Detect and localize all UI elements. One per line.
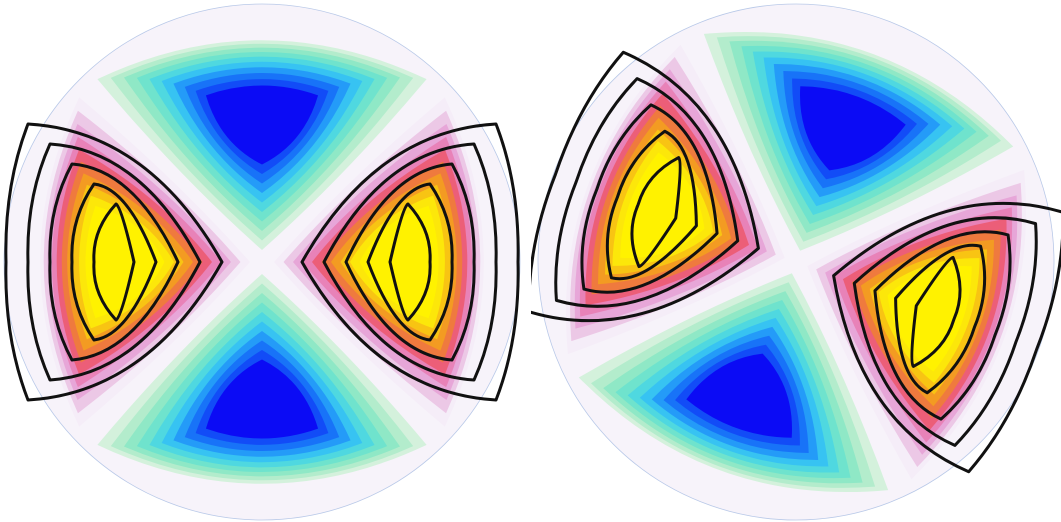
disk-boundary — [3, 3, 521, 521]
contour-loop-right — [388, 202, 432, 322]
contour-loop-left — [26, 142, 202, 382]
contour-loop-left — [92, 202, 136, 322]
contour-loop-right — [322, 142, 498, 382]
left-mode-plot — [3, 3, 521, 521]
field-lobes — [40, 40, 484, 484]
contour-loop-right — [873, 230, 1012, 421]
right-panel — [531, 0, 1061, 522]
contour-loop-right — [344, 162, 476, 362]
contour-loop-right — [894, 243, 987, 395]
lobe-top-negative-band — [799, 86, 906, 171]
contour-loop-right — [832, 201, 1061, 474]
contour-loop-right — [366, 182, 454, 342]
contour-lines — [4, 122, 520, 402]
left-panel — [0, 0, 530, 522]
contour-loop-left — [4, 122, 224, 402]
lobe-left-positive-band — [85, 205, 165, 319]
contour-loop-left — [531, 50, 760, 323]
contour-lines — [531, 50, 1061, 474]
lobe-left-positive-band — [620, 152, 705, 259]
contour-loop-left — [554, 77, 740, 308]
contour-loop-left — [48, 162, 180, 362]
contour-loop-right — [300, 122, 520, 402]
contour-loop-left — [70, 182, 158, 342]
lobe-top-negative-band — [205, 85, 319, 165]
lobe-bottom-negative-band — [205, 359, 319, 439]
contour-loop-right — [852, 216, 1038, 447]
contour-loop-left — [580, 103, 719, 294]
contour-loop-right — [910, 255, 962, 368]
lobe-right-positive-band — [887, 265, 972, 372]
right-mode-plot — [531, 3, 1061, 521]
contour-loop-left — [630, 156, 682, 269]
lobe-right-positive-band — [359, 205, 439, 319]
field-lobes — [565, 31, 1027, 493]
contour-loop-left — [605, 129, 698, 281]
lobe-bottom-negative-band — [686, 353, 793, 438]
